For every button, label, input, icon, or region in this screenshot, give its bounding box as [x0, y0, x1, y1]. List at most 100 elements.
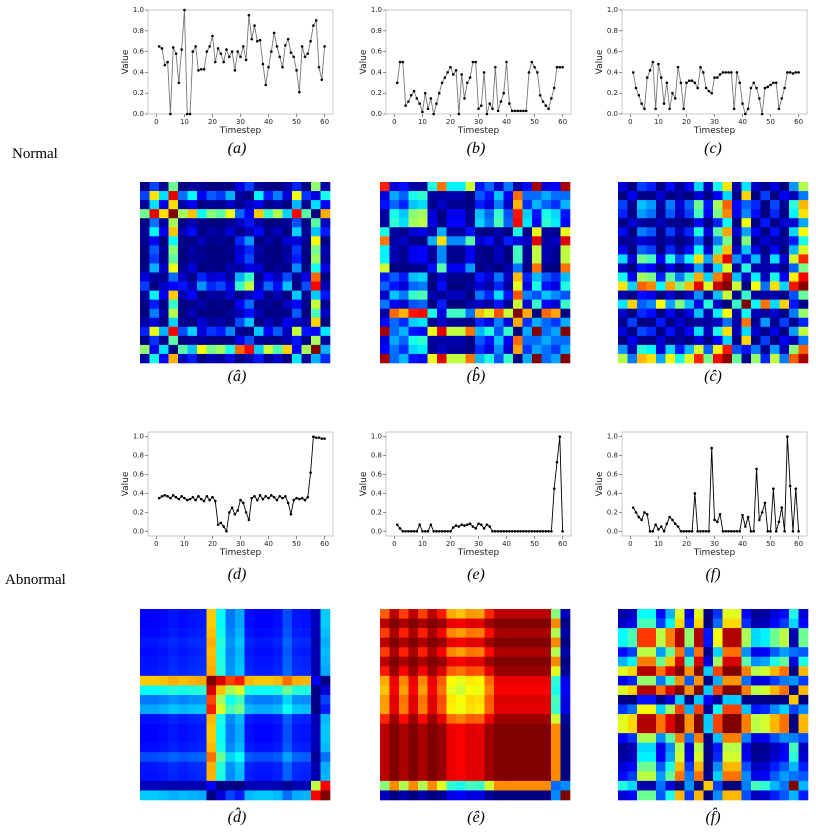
gaf-cell — [627, 209, 638, 219]
gaf-cell — [254, 761, 264, 772]
gaf-cell — [484, 191, 495, 201]
gaf-cell — [770, 326, 780, 337]
gaf-cell — [484, 290, 495, 300]
gaf-cell — [798, 335, 809, 346]
gaf-cell — [541, 647, 552, 658]
gaf-cell — [513, 299, 523, 309]
point — [199, 67, 203, 71]
gaf-cell — [216, 227, 226, 237]
gaf-cell — [263, 609, 274, 619]
gaf-cell — [618, 704, 628, 715]
gaf-cell — [627, 790, 638, 801]
gaf-cell — [494, 218, 504, 228]
gaf-cell — [187, 344, 198, 355]
gaf-cell — [187, 609, 198, 619]
gaf-cell — [235, 191, 245, 201]
gaf-cell — [225, 780, 236, 791]
gaf-cell — [254, 344, 264, 355]
point — [561, 65, 564, 69]
gaf-cell — [254, 326, 264, 337]
gaf-cell — [513, 335, 523, 346]
gaf-cell — [446, 308, 457, 319]
gaf-cell — [770, 218, 780, 228]
gaf-cell — [282, 245, 293, 255]
gaf-cell — [770, 272, 780, 282]
gaf-cell — [159, 218, 169, 228]
gaf-cell — [225, 637, 236, 648]
gaf-cell — [789, 290, 799, 300]
point — [637, 515, 641, 519]
gaf-cell — [760, 694, 771, 705]
y-tick-label: 1.0 — [371, 6, 382, 14]
gaf-cell — [637, 628, 647, 638]
gaf-cell — [389, 182, 400, 192]
gaf-cell — [408, 272, 419, 282]
gaf-cell — [675, 628, 685, 638]
gaf-cell — [637, 685, 647, 696]
gaf-cell — [282, 191, 293, 201]
gaf-cell — [149, 353, 160, 364]
y-axis-label: Value — [595, 49, 605, 74]
gaf-cell — [244, 308, 255, 319]
point — [166, 494, 169, 498]
gaf-cell — [389, 245, 400, 255]
gaf-cell — [320, 182, 331, 192]
gaf-cell — [149, 780, 160, 791]
gaf-cell — [618, 733, 628, 743]
point — [494, 529, 497, 533]
point — [267, 496, 270, 500]
gaf-cell — [684, 326, 695, 337]
x-axis-label: Timestep — [457, 548, 500, 558]
gaf-cell — [216, 733, 226, 743]
gaf-cell — [503, 344, 514, 355]
gaf-cell — [446, 618, 457, 629]
gaf-cell — [722, 236, 733, 246]
point — [233, 69, 237, 72]
gaf-cell — [560, 281, 571, 291]
gaf-cell — [627, 218, 638, 228]
point — [418, 102, 421, 105]
gaf-cell — [225, 335, 236, 346]
gaf-cell — [627, 685, 638, 696]
gaf-cell — [694, 299, 704, 309]
gaf-cell — [159, 299, 169, 309]
gaf-cell — [560, 609, 571, 619]
y-tick-label: 0.0 — [371, 110, 382, 118]
gaf-cell — [235, 344, 245, 355]
gaf-cell — [380, 335, 390, 346]
point — [440, 529, 444, 533]
gaf-cell — [273, 733, 283, 743]
point — [457, 525, 461, 528]
gaf-cell — [149, 752, 160, 763]
gaf-cell — [484, 637, 495, 648]
gaf-cell — [159, 742, 169, 753]
point — [177, 81, 181, 85]
point — [309, 471, 312, 474]
gaf-cell — [494, 254, 504, 264]
gaf-cell — [273, 656, 283, 667]
point — [272, 31, 276, 35]
gaf-cell — [713, 761, 723, 772]
gaf-cell — [522, 714, 533, 724]
gaf-cell — [713, 335, 723, 346]
gaf-cell — [798, 666, 809, 677]
gaf-cell — [779, 263, 790, 273]
point — [480, 523, 483, 526]
gaf-cell — [244, 317, 255, 328]
gaf-cell — [389, 254, 400, 264]
gaf-cell — [389, 723, 400, 734]
gaf-cell — [301, 780, 312, 791]
gaf-cell — [149, 200, 160, 210]
gaf-cell — [513, 263, 523, 273]
gaf-cell — [656, 609, 666, 619]
gaf-cell — [684, 227, 695, 237]
gaf-cell — [225, 299, 236, 309]
gaf-cell — [235, 272, 245, 282]
gaf-cell — [532, 299, 542, 309]
gaf-cell — [713, 290, 723, 300]
point — [244, 511, 248, 514]
gaf-cell — [187, 281, 198, 291]
gaf-cell — [456, 344, 466, 355]
gaf-cell — [494, 666, 504, 677]
y-tick-label: 1.0 — [133, 433, 144, 441]
